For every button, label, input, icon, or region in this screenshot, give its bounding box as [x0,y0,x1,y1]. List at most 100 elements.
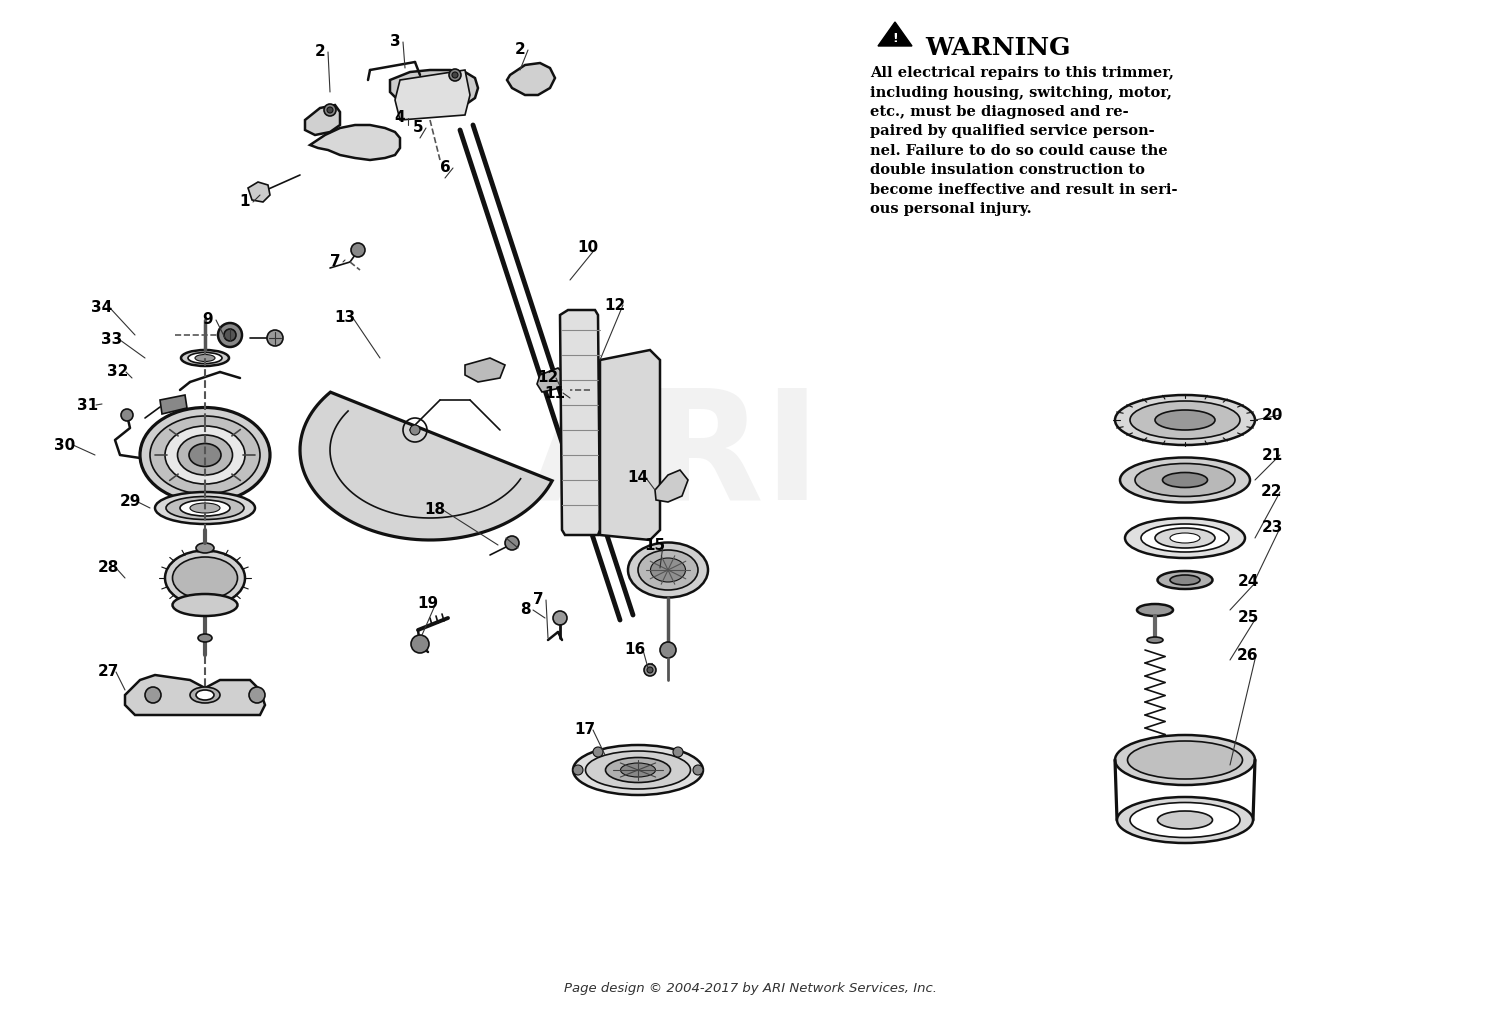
Text: WARNING: WARNING [926,36,1071,60]
Text: 21: 21 [1262,447,1282,462]
Ellipse shape [1155,410,1215,430]
Text: 20: 20 [1262,407,1282,423]
Circle shape [122,409,134,421]
Ellipse shape [1118,797,1252,843]
Ellipse shape [585,751,690,789]
Polygon shape [248,182,270,202]
Text: All electrical repairs to this trimmer,
including housing, switching, motor,
etc: All electrical repairs to this trimmer, … [870,66,1178,216]
Polygon shape [304,105,340,135]
Text: 2: 2 [315,45,326,60]
Text: 33: 33 [102,332,123,347]
Polygon shape [310,125,401,160]
Ellipse shape [1120,457,1250,503]
Ellipse shape [1162,472,1208,488]
Circle shape [693,765,703,775]
Ellipse shape [150,416,260,494]
Circle shape [573,765,584,775]
Ellipse shape [638,550,698,590]
Text: 8: 8 [519,602,531,618]
Circle shape [554,611,567,625]
Polygon shape [537,368,566,392]
Text: 30: 30 [54,438,75,452]
Text: Page design © 2004-2017 by ARI Network Services, Inc.: Page design © 2004-2017 by ARI Network S… [564,982,936,995]
Text: 25: 25 [1238,611,1258,626]
Text: 23: 23 [1262,520,1282,535]
Text: 10: 10 [578,241,598,255]
Circle shape [506,536,519,550]
Text: 14: 14 [627,470,648,486]
Circle shape [249,687,266,703]
Text: 28: 28 [98,561,118,575]
Ellipse shape [180,500,230,516]
Ellipse shape [621,763,656,777]
Polygon shape [560,310,600,535]
Ellipse shape [196,543,214,553]
Text: 18: 18 [424,503,445,517]
Ellipse shape [1155,528,1215,548]
Text: 5: 5 [413,121,423,135]
Text: 19: 19 [417,595,438,611]
Text: !: ! [892,31,898,45]
Text: 13: 13 [334,311,356,325]
Polygon shape [656,470,688,502]
Ellipse shape [1128,741,1242,779]
Ellipse shape [190,687,220,703]
Text: 12: 12 [537,371,558,385]
Circle shape [452,72,458,78]
Ellipse shape [1130,401,1240,439]
Circle shape [644,664,656,676]
Polygon shape [160,395,188,414]
Text: 34: 34 [92,301,112,316]
Circle shape [410,425,420,435]
Text: 3: 3 [390,35,400,50]
Ellipse shape [1170,533,1200,543]
Text: 31: 31 [78,397,99,412]
Text: 32: 32 [108,365,129,380]
Text: 6: 6 [440,161,450,176]
Circle shape [267,330,284,346]
Text: 27: 27 [98,664,118,680]
Polygon shape [507,63,555,96]
Ellipse shape [177,435,232,475]
Ellipse shape [198,634,211,642]
Circle shape [646,666,652,673]
Ellipse shape [1136,463,1234,497]
Text: 11: 11 [544,385,566,400]
Text: 15: 15 [645,537,666,553]
Polygon shape [878,22,912,46]
Text: 4: 4 [394,111,405,126]
Polygon shape [394,70,470,120]
Text: 12: 12 [604,298,625,313]
Polygon shape [600,350,660,539]
Polygon shape [465,358,506,382]
Circle shape [146,687,160,703]
Circle shape [351,243,364,257]
Circle shape [592,747,603,757]
Polygon shape [300,392,552,539]
Text: 29: 29 [120,495,141,509]
Circle shape [327,107,333,113]
Text: 7: 7 [532,592,543,608]
Ellipse shape [573,745,704,795]
Ellipse shape [166,497,244,519]
Text: 24: 24 [1238,574,1258,589]
Ellipse shape [1114,395,1256,445]
Text: 26: 26 [1238,647,1258,662]
Ellipse shape [196,690,214,700]
Bar [570,385,592,412]
Ellipse shape [140,407,270,503]
Text: 1: 1 [240,194,250,209]
Ellipse shape [165,426,244,484]
Ellipse shape [1158,571,1212,589]
Ellipse shape [1170,575,1200,585]
Ellipse shape [628,543,708,597]
Ellipse shape [172,594,237,616]
Ellipse shape [182,350,230,366]
Ellipse shape [154,492,255,524]
Circle shape [660,642,676,658]
Ellipse shape [1114,735,1256,785]
Text: 17: 17 [574,722,596,738]
Text: 16: 16 [624,642,645,657]
Ellipse shape [1142,524,1228,552]
Ellipse shape [651,558,686,582]
